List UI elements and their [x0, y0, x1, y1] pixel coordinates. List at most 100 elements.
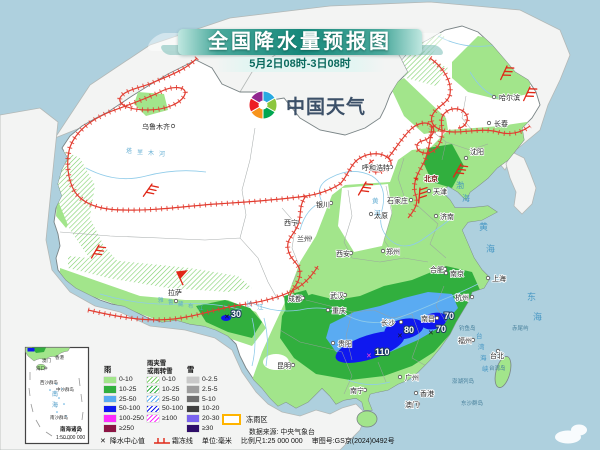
legend-range-label: 50-100 [162, 405, 184, 413]
legend-rain-column: 雨 0-10 10-25 25-50 50-100 100-250 ≥250 [104, 358, 144, 433]
approval-number: 审图号:GS京(2024)0492号 [311, 438, 395, 445]
legend-row: 10-25 [104, 385, 144, 395]
sea-label: 台 [476, 331, 483, 340]
city-marker [415, 401, 421, 407]
legend-rain-header: 雨 [104, 365, 112, 374]
city-label: 合肥 [430, 265, 444, 274]
legend-row: 20-30 [187, 414, 219, 424]
precip-center-x-mark: ✕ [366, 353, 372, 360]
sea-label: 湾 [478, 342, 485, 351]
legend-range-label: 25-50 [162, 395, 180, 403]
legend-swatch [187, 395, 199, 403]
legend-row: 0-10 [147, 375, 183, 385]
freezing-rain-swatch [222, 414, 241, 425]
legend-swatch [104, 415, 116, 422]
city-marker [486, 120, 492, 126]
data-source: 数据来源: 中央气象台 [249, 429, 315, 436]
city-marker [434, 315, 440, 321]
legend-sleet-column: 雨夹雪 或雨转雪 0-10 10-25 25-50 50-100 ≥100 [147, 358, 183, 423]
inset-sea-label: 海 [52, 401, 58, 409]
city-label: 长沙 [381, 318, 395, 327]
city-label: 太原 [374, 211, 388, 220]
legend-range-label: ≥100 [162, 415, 178, 423]
legend-row: 10-25 [147, 385, 183, 395]
legend-swatch [147, 376, 159, 384]
river-label: 鲁 [168, 298, 174, 306]
city-label: 长春 [494, 119, 508, 128]
city-label: 南宁 [350, 386, 364, 395]
frost-lines [65, 55, 532, 323]
city-label: 呼和浩特 [362, 163, 390, 172]
city-marker [328, 200, 334, 206]
inset-place-label: 中沙群岛 [56, 386, 74, 393]
city-marker [398, 319, 404, 325]
precip-center-value: 70 [444, 311, 454, 321]
city-label: 杭州 [455, 293, 469, 302]
legend-row: ≥250 [104, 423, 144, 433]
river-label: 塔 [126, 147, 132, 155]
legend-range-label: 2.5-5 [202, 386, 218, 394]
city-marker [368, 211, 374, 217]
city-marker [495, 348, 501, 354]
legend-row: 0-2.5 [187, 375, 219, 385]
freezing-rain-label: 冻雨区 [246, 414, 268, 424]
legend-range-label: 0-10 [119, 376, 133, 384]
legend-swatch [104, 395, 116, 403]
taiwan-island [494, 356, 512, 388]
sea-label: 峡 [482, 364, 489, 373]
city-marker [380, 248, 386, 254]
inset-place-label: 海口 [36, 365, 45, 372]
city-label: 西安 [336, 249, 350, 258]
city-label: 郑州 [386, 248, 400, 256]
city-marker [426, 188, 432, 194]
legend-range-label: 50-100 [119, 405, 141, 413]
legend-row: 50-100 [104, 404, 144, 414]
city-label: 乌鲁木齐 [142, 122, 170, 131]
legend-row: 5-10 [187, 394, 219, 404]
city-label: 香港 [420, 389, 434, 398]
river-label: 江 [198, 305, 204, 312]
sea-label: 海 [462, 193, 470, 203]
page-title: 全国降水量预报图 [178, 29, 422, 55]
precip-center-value: 30 [231, 309, 241, 319]
city-marker [362, 387, 368, 393]
city-label: 成都 [288, 294, 302, 303]
city-label: 昆明 [277, 362, 291, 370]
city-label: 北京 [424, 174, 438, 183]
pinwheel-logo-icon [248, 90, 278, 120]
island-label: 钓鱼岛 [459, 324, 476, 332]
city-marker [469, 294, 475, 300]
city-label: 台北 [490, 351, 504, 360]
legend-swatch [147, 395, 159, 403]
inset-place-label: 西沙群岛 [40, 379, 58, 386]
frost-line-key: 霜冻线 [153, 436, 193, 446]
city-label: 银川 [316, 200, 330, 209]
island-label: 东沙群岛 [461, 399, 484, 407]
inset-sea-label: 南 [52, 390, 58, 398]
city-marker [388, 164, 394, 170]
legend-range-label: 10-25 [162, 386, 180, 394]
legend-snow-column: 雪 0-2.5 2.5-5 5-10 10-20 20-30 ≥30 [187, 358, 219, 433]
legend-swatch [104, 386, 116, 393]
city-marker [170, 123, 176, 129]
city-marker [294, 219, 300, 225]
inset-place-label: 澳门 [42, 357, 51, 364]
legend-swatch [187, 386, 199, 393]
logo-text: 中国天气 [286, 96, 367, 118]
legend-range-label: ≥250 [119, 424, 135, 432]
city-label: 贵阳 [338, 339, 352, 348]
river-label: 藏 [178, 300, 184, 308]
river-label: 木 [148, 149, 154, 157]
city-label: 天津 [433, 188, 447, 196]
river-label: 江 [257, 303, 264, 311]
city-marker [463, 155, 469, 161]
legend-swatch [104, 405, 116, 413]
legend-row: ≥100 [147, 414, 183, 424]
legend-swatch [147, 386, 159, 393]
city-marker [330, 340, 336, 346]
precip-center-value: 70 [436, 324, 446, 334]
legend-row: 100-250 [104, 414, 144, 424]
precip-center-value: 80 [404, 325, 414, 335]
legend-range-label: 5-10 [202, 395, 216, 403]
legend-snow-header: 雪 [187, 365, 195, 374]
